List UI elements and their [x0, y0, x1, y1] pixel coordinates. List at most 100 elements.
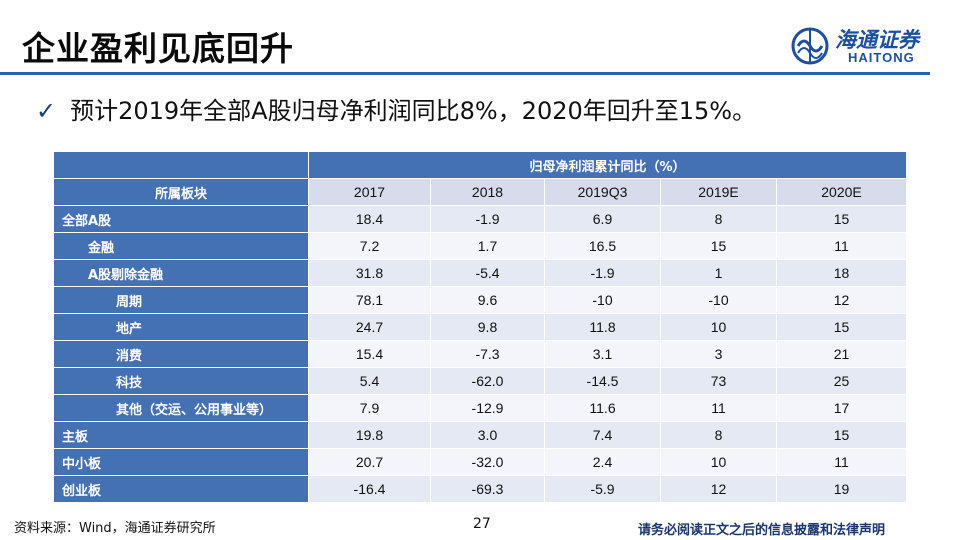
table-cell: 15 — [660, 232, 777, 260]
table-cell: 11.8 — [544, 313, 661, 341]
table-group-header-row: 归母净利润累计同比（%） — [53, 151, 907, 179]
table-row: 主板 19.8 3.0 7.4 8 15 — [53, 421, 907, 449]
table-cell: 3.1 — [544, 340, 661, 368]
table-cell: -32.0 — [430, 448, 545, 476]
table-cell: 18.4 — [308, 205, 431, 233]
row-label: 消费 — [53, 340, 309, 368]
table-cell: -62.0 — [430, 367, 545, 395]
table-cell: 12 — [776, 286, 907, 314]
row-header: 所属板块 — [53, 178, 309, 206]
table-cell: 5.4 — [308, 367, 431, 395]
table-cell: -10 — [544, 286, 661, 314]
table-cell: -69.3 — [430, 475, 545, 503]
table-cell: 20.7 — [308, 448, 431, 476]
table-cell: 21 — [776, 340, 907, 368]
table-corner-cell — [53, 151, 309, 179]
column-header: 2019E — [660, 178, 777, 206]
table-cell: 15.4 — [308, 340, 431, 368]
table-cell: 10 — [660, 448, 777, 476]
table-row: 创业板 -16.4 -69.3 -5.9 12 19 — [53, 475, 907, 503]
column-header: 2019Q3 — [544, 178, 661, 206]
table-cell: 12 — [660, 475, 777, 503]
legal-disclaimer: 请务必阅读正文之后的信息披露和法律声明 — [638, 523, 886, 538]
title-divider — [0, 72, 930, 75]
table-cell: 15 — [776, 205, 907, 233]
footer-source: 资料来源：Wind，海通证券研究所 — [14, 521, 216, 536]
row-label: 其他（交运、公用事业等） — [53, 394, 309, 422]
table-cell: 11.6 — [544, 394, 661, 422]
slide-title: 企业盈利见底回升 — [22, 29, 294, 68]
table-cell: -1.9 — [430, 205, 545, 233]
row-label: A股剔除金融 — [53, 259, 309, 287]
row-label: 主板 — [53, 421, 309, 449]
row-label: 金融 — [53, 232, 309, 260]
table-cell: 31.8 — [308, 259, 431, 287]
table-cell: 18 — [776, 259, 907, 287]
haitong-emblem-icon — [791, 27, 829, 65]
row-label: 创业板 — [53, 475, 309, 503]
table-cell: 7.9 — [308, 394, 431, 422]
page-number: 27 — [473, 516, 491, 532]
table-row: 周期 78.1 9.6 -10 -10 12 — [53, 286, 907, 314]
table-cell: 7.4 — [544, 421, 661, 449]
table-cell: -16.4 — [308, 475, 431, 503]
table-cell: 73 — [660, 367, 777, 395]
logo-chinese-text: 海通证券 — [835, 27, 919, 52]
table-cell: 11 — [660, 394, 777, 422]
column-header: 2017 — [308, 178, 431, 206]
table-row: 地产 24.7 9.8 11.8 10 15 — [53, 313, 907, 341]
bullet-text: 预计2019年全部A股归母净利润同比8%，2020年回升至15%。 — [70, 97, 757, 125]
row-label: 地产 — [53, 313, 309, 341]
row-label: 中小板 — [53, 448, 309, 476]
table-cell: 3.0 — [430, 421, 545, 449]
haitong-logo: 海通证券 HAITONG — [790, 22, 940, 70]
table-cell: 10 — [660, 313, 777, 341]
table-row: 科技 5.4 -62.0 -14.5 73 25 — [53, 367, 907, 395]
row-label: 科技 — [53, 367, 309, 395]
table-cell: 24.7 — [308, 313, 431, 341]
table-cell: -10 — [660, 286, 777, 314]
table-row: 中小板 20.7 -32.0 2.4 10 11 — [53, 448, 907, 476]
table-cell: 78.1 — [308, 286, 431, 314]
table-cell: 11 — [776, 448, 907, 476]
table-cell: 3 — [660, 340, 777, 368]
table-cell: 16.5 — [544, 232, 661, 260]
table-cell: 19 — [776, 475, 907, 503]
table-cell: 2.4 — [544, 448, 661, 476]
table-row: 其他（交运、公用事业等） 7.9 -12.9 11.6 11 17 — [53, 394, 907, 422]
table-cell: -7.3 — [430, 340, 545, 368]
table-cell: 15 — [776, 313, 907, 341]
table-cell: -14.5 — [544, 367, 661, 395]
table-cell: 8 — [660, 205, 777, 233]
table-cell: 15 — [776, 421, 907, 449]
column-header: 2020E — [776, 178, 907, 206]
table-cell: -5.4 — [430, 259, 545, 287]
bullet-point: ✓ 预计2019年全部A股归母净利润同比8%，2020年回升至15%。 — [36, 91, 756, 126]
checkmark-icon: ✓ — [36, 97, 57, 125]
table-cell: -1.9 — [544, 259, 661, 287]
table-cell: 1 — [660, 259, 777, 287]
table-column-header-row: 所属板块 2017 2018 2019Q3 2019E 2020E — [53, 178, 907, 206]
column-header: 2018 — [430, 178, 545, 206]
table-cell: 11 — [776, 232, 907, 260]
table-cell: -12.9 — [430, 394, 545, 422]
table-cell: 7.2 — [308, 232, 431, 260]
table-row: 金融 7.2 1.7 16.5 15 11 — [53, 232, 907, 260]
table-row: 消费 15.4 -7.3 3.1 3 21 — [53, 340, 907, 368]
group-header: 归母净利润累计同比（%） — [308, 151, 907, 179]
row-label: 周期 — [53, 286, 309, 314]
table-cell: -5.9 — [544, 475, 661, 503]
table-cell: 9.6 — [430, 286, 545, 314]
table-cell: 9.8 — [430, 313, 545, 341]
table-row: A股剔除金融 31.8 -5.4 -1.9 1 18 — [53, 259, 907, 287]
row-label: 全部A股 — [53, 205, 309, 233]
profit-growth-table: 归母净利润累计同比（%） 所属板块 2017 2018 2019Q3 2019E… — [53, 151, 907, 503]
table-cell: 17 — [776, 394, 907, 422]
logo-english-text: HAITONG — [848, 50, 915, 65]
table-row: 全部A股 18.4 -1.9 6.9 8 15 — [53, 205, 907, 233]
table-cell: 19.8 — [308, 421, 431, 449]
table-cell: 25 — [776, 367, 907, 395]
table-cell: 1.7 — [430, 232, 545, 260]
table-cell: 8 — [660, 421, 777, 449]
table-cell: 6.9 — [544, 205, 661, 233]
